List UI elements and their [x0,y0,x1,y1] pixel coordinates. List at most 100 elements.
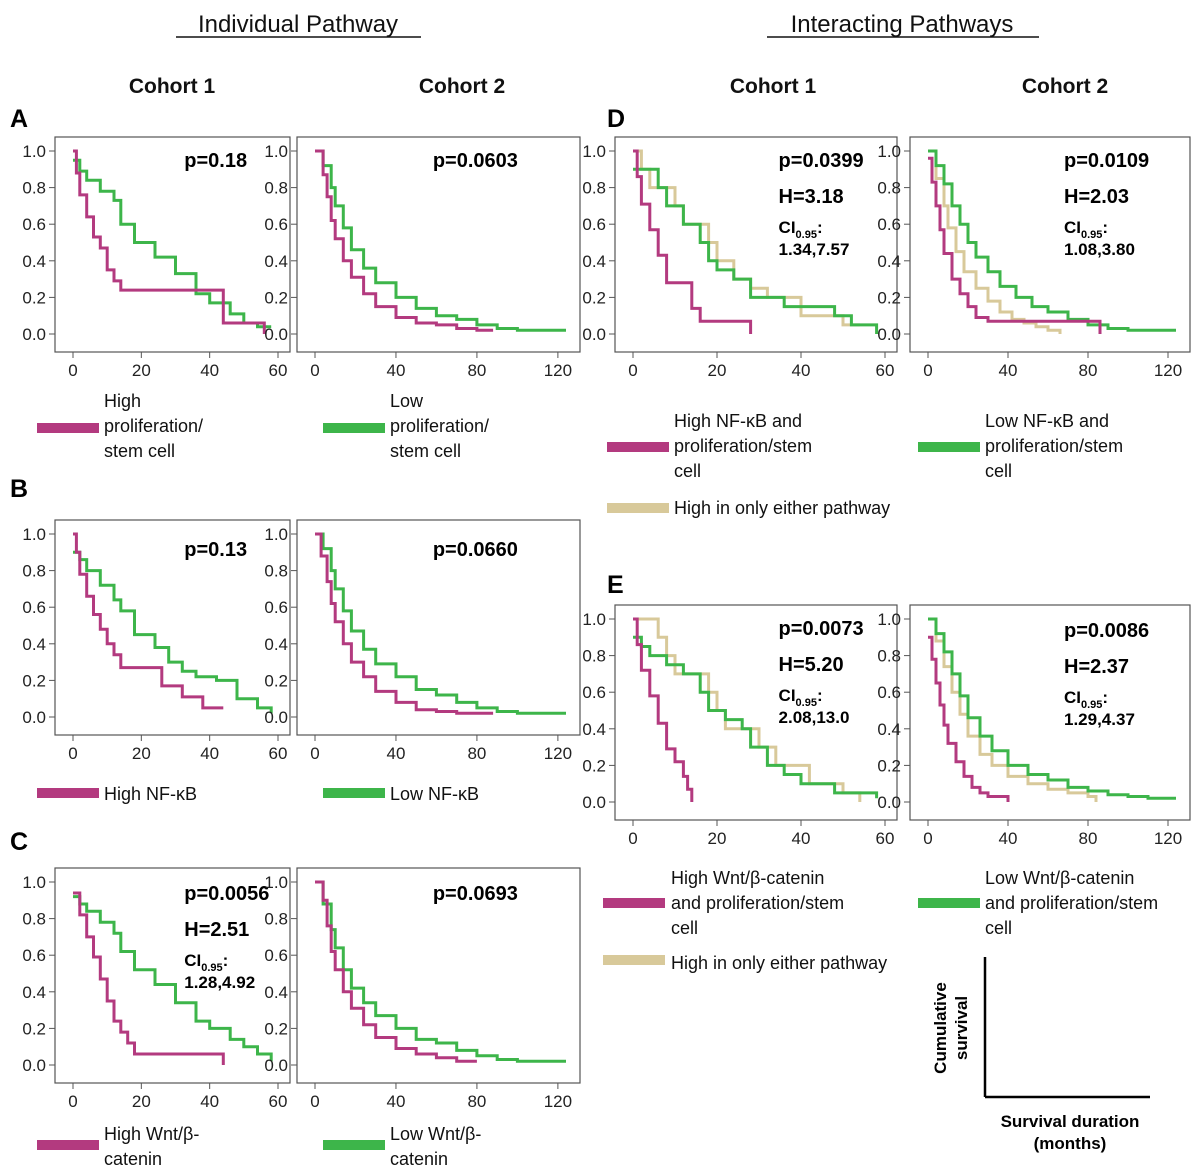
x-tick-label: 20 [708,829,727,848]
x-tick-label: 40 [999,361,1018,380]
curve-low-a2 [315,149,566,332]
y-tick-label: 0.2 [22,288,46,307]
y-tick-label: 0.2 [264,1019,288,1038]
ci-colon: : [1102,218,1108,237]
y-tick-label: 1.0 [22,142,46,161]
ci-colon: : [1102,688,1108,707]
legend-d-low-swatch [918,442,980,452]
x-tick-label: 40 [386,744,405,763]
y-tick-label: 0.2 [877,756,901,775]
plot-a-cohort-2: 0.0 0.2 0.4 0.6 0.8 1.0 0 40 80 120 p=0.0603 [264,136,581,380]
x-tick-label: 40 [792,361,811,380]
curve-low-a1 [73,158,272,329]
y-tick-label: 0.0 [264,325,288,344]
y-tick-label: 0.8 [22,562,46,581]
legend-e-low-text: Low Wnt/β-catenin [985,868,1134,888]
y-tick-label: 0.6 [22,215,46,234]
y-tick-label: 0.4 [582,720,606,739]
y-tick-label: 0.6 [877,683,901,702]
legend-d-high-swatch [607,442,669,452]
plot-frame-e1 [614,604,898,821]
curve-either-e2 [928,617,1098,802]
y-tick-label: 0.2 [22,671,46,690]
ci-colon: : [817,218,823,237]
legend-e-high-swatch [603,898,665,908]
y-tick-label: 0.0 [582,793,606,812]
x-tick-label: 40 [386,1092,405,1111]
curve-high-d1 [633,149,753,334]
p-value-d1: p=0.0399 [779,150,864,172]
x-tick-label: 120 [544,1092,572,1111]
cohort-label-2a: Cohort 2 [419,75,505,98]
legend-b-low-text: Low NF-κB [390,784,479,804]
legend-a-high-swatch [37,423,99,433]
x-tick-label: 80 [467,361,486,380]
legend-c-low-swatch [323,1140,385,1150]
legend-d-low-text: proliferation/stem [985,436,1123,456]
p-value-b1: p=0.13 [184,539,247,561]
legend-d-either-text: High in only either pathway [674,498,890,518]
y-tick-label: 0.8 [877,647,901,666]
panel-letter-d: D [607,105,625,133]
curve-high-a2 [315,149,494,332]
legend-b-low-swatch [323,788,385,798]
legend-e-low-swatch [918,898,980,908]
x-tick-label: 80 [1079,829,1098,848]
x-tick-label: 40 [792,829,811,848]
y-tick-label: 0.4 [22,635,46,654]
y-tick-label: 0.6 [22,946,46,965]
ci-subscript: 0.95 [1081,229,1102,241]
legend-d-either-swatch [607,503,669,513]
plot-a-cohort-1: 0.0 0.2 0.4 0.6 0.8 1.0 0 20 40 60 p=0.18 [22,136,291,380]
y-tick-label: 0.8 [877,179,901,198]
curve-high-d2 [928,156,1102,334]
curve-high-b1 [73,532,224,710]
plot-e-cohort-1: 0.00.20.40.60.81.00 20 40 60p=0.0073H=5.20C… [582,604,898,848]
header-interacting: Interacting Pathways [791,11,1014,38]
ci-colon: : [817,686,823,705]
y-tick-label: 0.2 [264,671,288,690]
y-tick-label: 0.6 [582,215,606,234]
x-tick-label: 0 [68,744,77,763]
x-tick-label: 40 [200,361,219,380]
curve-low-c1 [73,895,273,1062]
legend-a-low-text: stem cell [390,441,461,461]
x-tick-label: 0 [310,361,319,380]
ci-subscript: 0.95 [796,697,817,709]
x-tick-label: 60 [269,1092,288,1111]
hazard-ratio-c1: H=2.51 [184,919,249,941]
legend-e-high-text: cell [671,918,698,938]
y-tick-label: 0.4 [877,720,901,739]
x-tick-label: 0 [923,361,932,380]
ci-subscript: 0.95 [1081,699,1102,711]
y-tick-label: 0.0 [877,793,901,812]
y-tick-label: 0.4 [264,252,288,271]
y-tick-label: 0.2 [877,288,901,307]
x-tick-label: 0 [310,744,319,763]
plot-c-cohort-1: 0.0 0.2 0.4 0.6 0.8 1.0 0 20 40 60 p=0.0056 H=2.51 C… [22,867,291,1111]
curve-high-a1 [73,149,266,334]
panel-letter-e: E [607,571,624,599]
hazard-ratio-e2: H=2.37 [1064,656,1129,678]
x-tick-label: 20 [132,1092,151,1111]
p-value-a1: p=0.18 [184,150,247,172]
x-tick-label: 120 [544,744,572,763]
x-tick-label: 40 [200,1092,219,1111]
legend-b-high-swatch [37,788,99,798]
curve-low-e2 [928,617,1176,800]
curve-high-c2 [315,880,477,1063]
x-tick-label: 80 [1079,361,1098,380]
y-tick-label: 0.0 [264,708,288,727]
x-tick-label: 60 [876,361,895,380]
hazard-ratio-d1: H=3.18 [779,186,844,208]
x-tick-label: 40 [999,829,1018,848]
x-tick-label: 0 [68,361,77,380]
ci-value-e1: 2.08,13.0 [779,708,850,727]
y-tick-label: 0.4 [22,983,46,1002]
legend-c-low-text: catenin [390,1149,448,1165]
legend-e-either-swatch [603,955,665,965]
y-tick-label: 0.8 [582,647,606,666]
y-tick-label: 1.0 [264,525,288,544]
curve-high-c1 [73,891,225,1065]
